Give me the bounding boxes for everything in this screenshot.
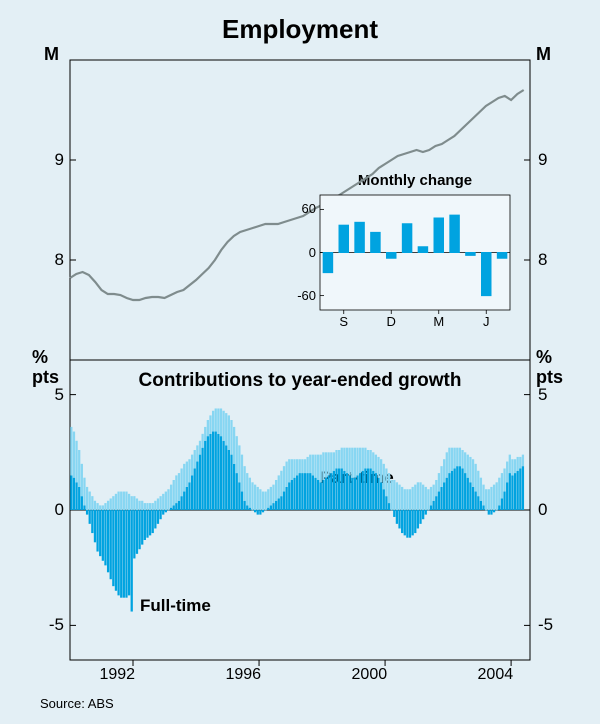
p2-ytick-r: 0 bbox=[538, 500, 588, 520]
p2-ytick-l: -5 bbox=[14, 615, 64, 635]
inset-ytick: -60 bbox=[290, 288, 316, 303]
inset-xlab: S bbox=[339, 314, 348, 329]
p2-xlab: 1992 bbox=[99, 666, 135, 684]
inset-xlab: M bbox=[433, 314, 444, 329]
chart-svg bbox=[0, 0, 600, 724]
p2-xlab: 2000 bbox=[352, 666, 388, 684]
p1-ytick-r: 8 bbox=[538, 250, 588, 270]
p2-ytick-l: 0 bbox=[14, 500, 64, 520]
p1-ytick-r: 9 bbox=[538, 150, 588, 170]
inset-xlab: D bbox=[387, 314, 396, 329]
inset-ytick: 0 bbox=[290, 245, 316, 260]
p2-xlab: 1996 bbox=[225, 666, 261, 684]
p1-ytick-l: 9 bbox=[14, 150, 64, 170]
inset-ytick: 60 bbox=[290, 201, 316, 216]
p2-ytick-l: 5 bbox=[14, 385, 64, 405]
inset-xlab: J bbox=[483, 314, 490, 329]
p2-ytick-r: -5 bbox=[538, 615, 588, 635]
p1-ytick-l: 8 bbox=[14, 250, 64, 270]
p2-ytick-r: 5 bbox=[538, 385, 588, 405]
p2-xlab: 2004 bbox=[478, 666, 514, 684]
